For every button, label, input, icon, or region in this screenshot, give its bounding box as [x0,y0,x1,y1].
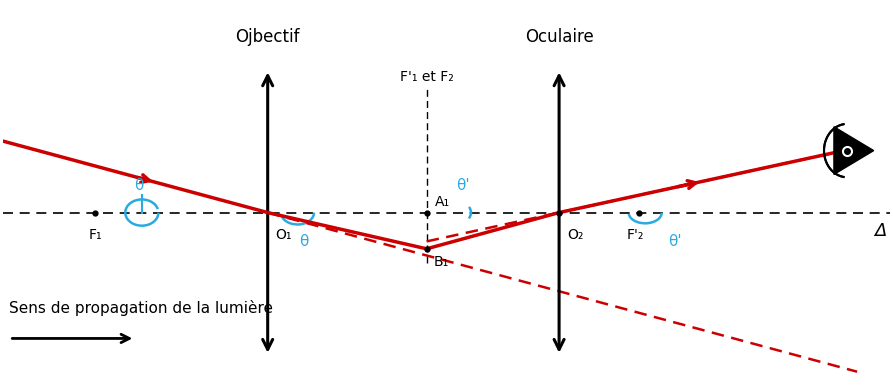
Text: O₁: O₁ [276,228,292,242]
Text: B₁: B₁ [433,255,448,269]
Text: Oculaire: Oculaire [525,28,594,46]
Text: Sens de propagation de la lumière: Sens de propagation de la lumière [10,300,273,315]
Text: Δ: Δ [874,222,887,240]
Polygon shape [834,127,873,175]
Text: F'₁ et F₂: F'₁ et F₂ [400,70,454,84]
Text: O₂: O₂ [567,228,583,242]
Text: A₁: A₁ [435,195,450,209]
Text: Ojbectif: Ojbectif [236,28,300,46]
Text: θ: θ [134,178,143,194]
Text: θ': θ' [668,233,681,248]
Text: θ': θ' [456,178,470,194]
Text: F₁: F₁ [88,228,103,242]
Text: F'₂: F'₂ [627,228,644,242]
Text: θ: θ [299,233,309,248]
